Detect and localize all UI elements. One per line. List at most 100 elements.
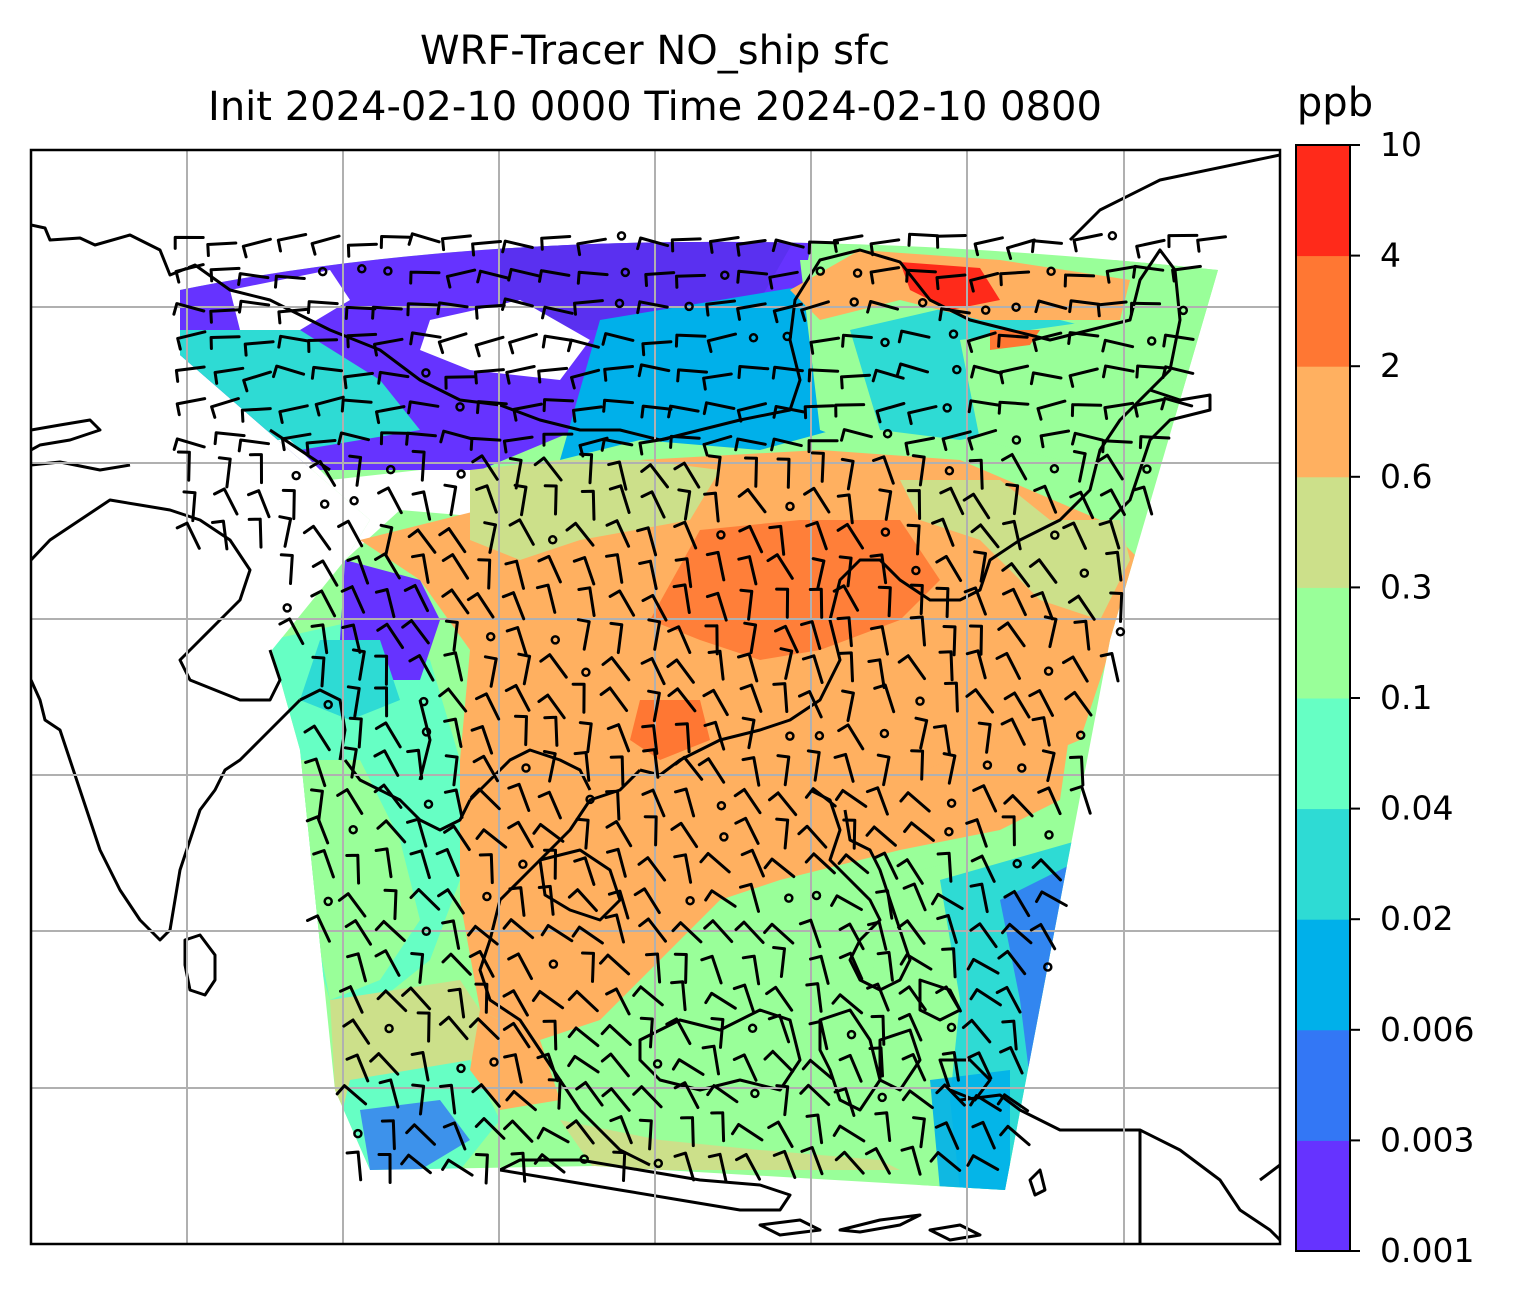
wind-barb xyxy=(1099,652,1120,683)
wind-barb xyxy=(1028,558,1058,584)
wind-barb xyxy=(941,430,972,451)
wind-barb xyxy=(911,454,926,487)
wind-barb xyxy=(638,437,670,456)
wind-barb xyxy=(739,882,760,913)
wind-barb xyxy=(665,1017,692,1045)
calm-wind-marker xyxy=(423,799,434,809)
wind-barb xyxy=(238,299,271,314)
wind-barb xyxy=(411,553,430,584)
wind-barb xyxy=(213,487,239,516)
wind-barb xyxy=(547,1078,562,1110)
wind-barb xyxy=(375,405,406,425)
wind-barb xyxy=(247,517,263,549)
wind-barb xyxy=(502,989,529,1017)
wind-barb xyxy=(675,273,706,289)
wind-barb xyxy=(674,787,696,818)
calm-wind-marker xyxy=(852,268,863,278)
wind-barb xyxy=(609,621,624,655)
wind-barb xyxy=(670,980,687,1012)
wind-barb xyxy=(641,788,666,818)
wind-barb xyxy=(1103,401,1135,420)
calm-wind-marker xyxy=(1046,266,1056,277)
calm-wind-marker xyxy=(1142,464,1152,474)
wind-barb xyxy=(1033,484,1058,514)
wind-barb xyxy=(444,754,459,787)
wind-barb xyxy=(309,459,337,487)
wind-barb xyxy=(340,398,373,413)
wind-barb xyxy=(736,402,767,423)
wind-barb xyxy=(840,457,855,491)
wind-barb xyxy=(532,823,565,843)
wind-barb xyxy=(436,301,469,316)
calm-wind-marker xyxy=(421,368,431,378)
wind-barb xyxy=(605,553,624,584)
wind-barb xyxy=(474,368,505,385)
wind-barb xyxy=(438,1015,469,1041)
wind-barb xyxy=(278,617,305,646)
wind-barb xyxy=(704,889,737,908)
wind-barb xyxy=(705,550,726,582)
wind-barb xyxy=(800,300,830,322)
wind-barb xyxy=(1071,431,1104,446)
wind-barb xyxy=(1109,591,1124,623)
wind-barb xyxy=(801,1058,834,1080)
calm-wind-marker xyxy=(946,1022,957,1033)
wind-barb xyxy=(410,952,425,984)
calm-wind-marker xyxy=(1011,435,1022,445)
wind-barb xyxy=(642,748,660,779)
wind-barb xyxy=(909,615,926,647)
wind-barb xyxy=(804,852,836,875)
wind-barb xyxy=(374,949,401,977)
wind-barb xyxy=(277,334,310,349)
calm-wind-marker xyxy=(911,565,921,576)
wind-barb xyxy=(914,716,929,750)
calm-wind-marker xyxy=(877,1092,887,1103)
wind-barb xyxy=(346,555,370,585)
calm-wind-marker xyxy=(946,798,957,808)
wind-barb xyxy=(739,683,763,713)
wind-barb xyxy=(876,753,891,787)
wind-barb xyxy=(408,654,435,682)
wind-barb xyxy=(374,920,406,942)
wind-barb xyxy=(737,652,759,683)
wind-barb xyxy=(514,714,528,747)
wind-barb xyxy=(841,689,855,723)
wind-barb xyxy=(999,1124,1031,1147)
tracer-concentration-field xyxy=(180,241,1218,1191)
wind-barb xyxy=(543,715,559,747)
calm-wind-marker xyxy=(785,501,795,512)
wind-barb xyxy=(280,432,312,452)
wind-barb xyxy=(305,439,337,456)
wind-barb xyxy=(575,1081,604,1107)
calm-wind-marker xyxy=(915,696,925,706)
wind-barb xyxy=(638,917,667,943)
wind-barb xyxy=(966,331,997,353)
wind-barb xyxy=(1105,265,1137,284)
wind-barb xyxy=(775,587,790,619)
wind-barb xyxy=(865,825,897,847)
wind-barb xyxy=(772,302,803,324)
wind-barb xyxy=(437,332,468,355)
wind-barb xyxy=(836,616,853,648)
calm-wind-marker xyxy=(1044,830,1054,840)
wind-barb xyxy=(639,1016,654,1049)
wind-barb xyxy=(571,925,604,945)
wind-barb xyxy=(474,303,506,320)
wind-barb xyxy=(641,593,668,622)
wind-barb xyxy=(832,584,860,612)
wind-barb xyxy=(1037,786,1062,816)
wind-barb xyxy=(1129,301,1162,316)
wind-barb xyxy=(969,272,1000,293)
wind-barb xyxy=(443,483,458,517)
colorbar-tick-label: 0.6 xyxy=(1380,457,1432,496)
wind-barb xyxy=(281,488,296,521)
wind-barb xyxy=(410,1051,430,1082)
wind-barb xyxy=(175,521,201,550)
wind-barb xyxy=(1062,655,1089,683)
wind-barb xyxy=(1102,364,1135,379)
wind-barb xyxy=(704,991,737,1010)
wind-barb xyxy=(1067,331,1100,345)
wind-barb xyxy=(966,957,1000,975)
wind-barb xyxy=(376,622,404,649)
wind-barb xyxy=(700,954,723,985)
